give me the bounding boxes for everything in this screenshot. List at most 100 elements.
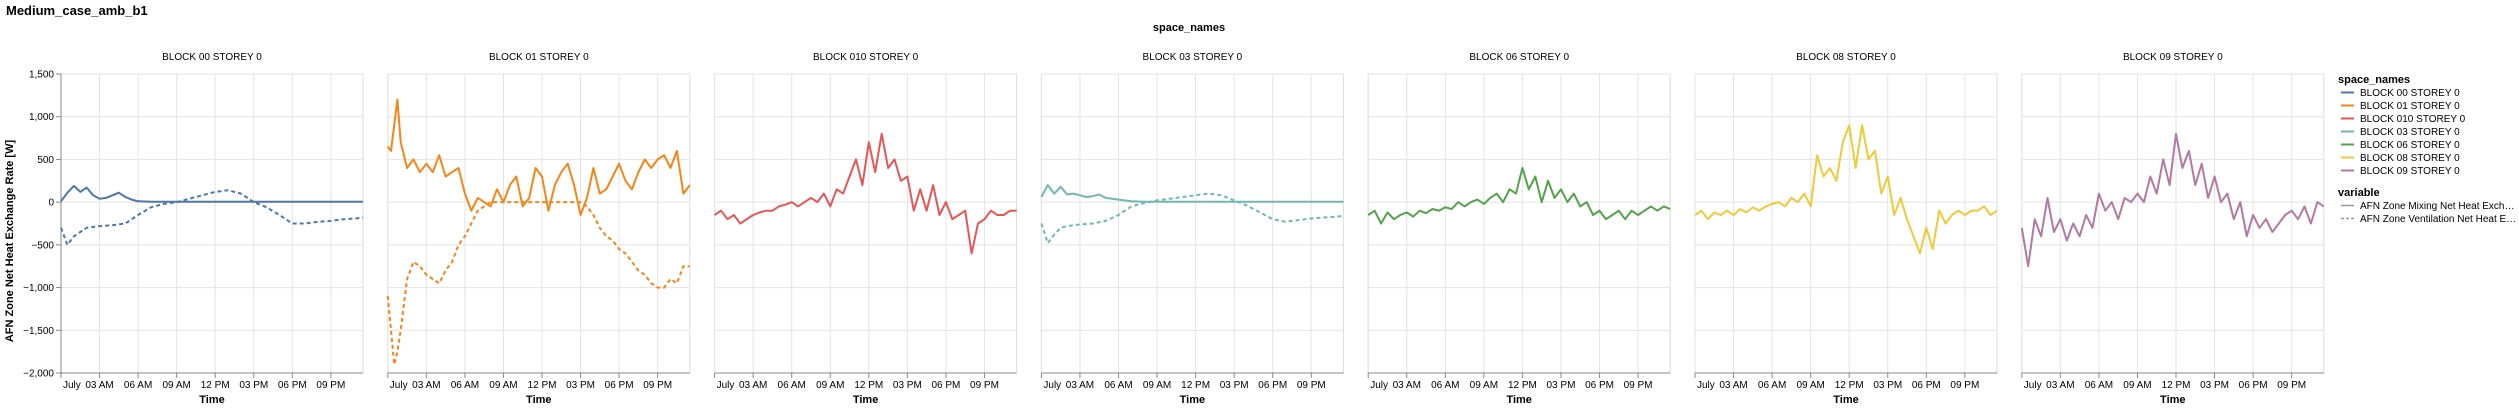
panel-title: BLOCK 09 STOREY 0 bbox=[2123, 52, 2223, 63]
legend: space_names BLOCK 00 STOREY 0 BLOCK 01 ST… bbox=[2338, 74, 2516, 225]
x-tick-label: 06 AM bbox=[1104, 380, 1132, 391]
x-axis-title: Time bbox=[1506, 394, 1531, 406]
x-tick-label: 09 PM bbox=[2277, 380, 2306, 391]
x-tick-label: 06 AM bbox=[778, 380, 806, 391]
panel-block-010-storey-0: July 03 AM 06 AM 09 AM 12 PM 03 PM 06 PM 09 PM T… bbox=[714, 52, 1018, 406]
panel-block-08-storey-0: July 03 AM 06 AM 09 AM 12 PM 03 PM 06 PM 09 PM T… bbox=[1694, 52, 1998, 406]
x-tick-label: 06 PM bbox=[1258, 380, 1287, 391]
facet-panels: July 03 AM 06 AM 09 AM 12 PM 03 PM 06 PM 09 PM T… bbox=[23, 52, 2325, 406]
panel-block-00-storey-0: July 03 AM 06 AM 09 AM 12 PM 03 PM 06 PM 09 PM T… bbox=[23, 52, 364, 406]
x-tick-label: July bbox=[2024, 380, 2042, 391]
legend-label: BLOCK 01 STOREY 0 bbox=[2360, 101, 2460, 112]
x-tick-label: 06 AM bbox=[1431, 380, 1459, 391]
x-tick-label: 06 PM bbox=[1585, 380, 1614, 391]
y-tick-label: −2,000 bbox=[23, 369, 54, 380]
x-tick-label: 03 PM bbox=[2200, 380, 2229, 391]
legend-label: BLOCK 08 STOREY 0 bbox=[2360, 153, 2460, 164]
panel-block-09-storey-0: July 03 AM 06 AM 09 AM 12 PM 03 PM 06 PM 09 PM T… bbox=[2020, 52, 2325, 406]
x-tick-label: 09 AM bbox=[2123, 380, 2151, 391]
x-tick-label: 06 AM bbox=[124, 380, 152, 391]
y-tick-label: 1,500 bbox=[29, 70, 54, 81]
x-tick-label: 03 PM bbox=[1873, 380, 1902, 391]
x-axis-title: Time bbox=[199, 394, 224, 406]
y-tick-label: −500 bbox=[31, 240, 54, 251]
panel-title: BLOCK 08 STOREY 0 bbox=[1796, 52, 1896, 63]
panel-frame bbox=[714, 73, 1018, 374]
x-tick-label: 09 AM bbox=[1143, 380, 1171, 391]
x-tick-label: 03 PM bbox=[566, 380, 595, 391]
x-tick-label: 03 PM bbox=[1547, 380, 1576, 391]
x-tick-label: 03 AM bbox=[1719, 380, 1747, 391]
x-tick-label: 03 PM bbox=[239, 380, 268, 391]
panel-frame bbox=[1367, 73, 1671, 374]
y-tick-label: 500 bbox=[37, 155, 54, 166]
series-line-mixing bbox=[2020, 132, 2325, 268]
legend-space-entries: BLOCK 00 STOREY 0 BLOCK 01 STOREY 0 BLOCK … bbox=[2341, 88, 2466, 177]
x-tick-label: 06 PM bbox=[605, 380, 634, 391]
series-line-mixing bbox=[386, 98, 691, 216]
x-axis-title: Time bbox=[526, 394, 551, 406]
legend-label: BLOCK 010 STOREY 0 bbox=[2360, 114, 2466, 125]
x-tick-label: 09 AM bbox=[1796, 380, 1824, 391]
x-tick-label: 06 AM bbox=[451, 380, 479, 391]
x-tick-label: July bbox=[717, 380, 735, 391]
x-tick-label: 12 PM bbox=[1181, 380, 1210, 391]
legend-label: BLOCK 00 STOREY 0 bbox=[2360, 88, 2460, 99]
x-tick-label: 06 PM bbox=[931, 380, 960, 391]
panel-frame bbox=[1040, 73, 1344, 374]
series-line-ventilation bbox=[60, 189, 364, 246]
x-tick-label: 09 AM bbox=[1470, 380, 1498, 391]
series-line-mixing bbox=[1694, 124, 1998, 255]
y-axis-title: AFN Zone Net Heat Exchange Rate [W] bbox=[4, 140, 16, 343]
panel-title: BLOCK 01 STOREY 0 bbox=[489, 52, 589, 63]
legend-variable-entries: AFN Zone Mixing Net Heat Exch… AFN Zone V… bbox=[2341, 201, 2516, 225]
series-line-mixing bbox=[714, 132, 1017, 255]
x-tick-label: 06 PM bbox=[1912, 380, 1941, 391]
series-line-ventilation bbox=[1040, 192, 1344, 245]
x-tick-label: 03 PM bbox=[1220, 380, 1249, 391]
y-tick-label: 1,000 bbox=[29, 112, 54, 123]
x-tick-label: 12 PM bbox=[2162, 380, 2191, 391]
panel-frame bbox=[60, 73, 364, 374]
legend-variable-title: variable bbox=[2338, 187, 2380, 199]
x-axis-title: Time bbox=[853, 394, 878, 406]
x-tick-label: 09 PM bbox=[643, 380, 672, 391]
x-tick-label: July bbox=[1043, 380, 1061, 391]
x-tick-label: 09 PM bbox=[1297, 380, 1326, 391]
x-tick-label: 12 PM bbox=[1835, 380, 1864, 391]
legend-label: BLOCK 09 STOREY 0 bbox=[2360, 166, 2460, 177]
legend-label: BLOCK 06 STOREY 0 bbox=[2360, 140, 2460, 151]
legend-label: AFN Zone Mixing Net Heat Exch… bbox=[2360, 201, 2515, 212]
panel-title: BLOCK 03 STOREY 0 bbox=[1143, 52, 1243, 63]
series-line-mixing bbox=[1040, 184, 1344, 203]
x-tick-label: July bbox=[1370, 380, 1388, 391]
panel-block-01-storey-0: July 03 AM 06 AM 09 AM 12 PM 03 PM 06 PM 09 PM T… bbox=[386, 52, 691, 406]
x-tick-label: 09 PM bbox=[1950, 380, 1979, 391]
x-tick-label: July bbox=[63, 380, 81, 391]
x-tick-label: July bbox=[1697, 380, 1715, 391]
panel-title: BLOCK 010 STOREY 0 bbox=[813, 52, 919, 63]
x-tick-label: 03 AM bbox=[1393, 380, 1421, 391]
x-tick-label: 12 PM bbox=[854, 380, 883, 391]
x-tick-label: 12 PM bbox=[528, 380, 557, 391]
x-axis-title: Time bbox=[1833, 394, 1858, 406]
x-tick-label: 03 AM bbox=[412, 380, 440, 391]
x-tick-label: 03 AM bbox=[85, 380, 113, 391]
x-tick-label: 12 PM bbox=[201, 380, 230, 391]
x-tick-label: 03 PM bbox=[893, 380, 922, 391]
x-tick-label: 09 AM bbox=[162, 380, 190, 391]
x-tick-label: July bbox=[390, 380, 408, 391]
x-axis-title: Time bbox=[2160, 394, 2185, 406]
x-tick-label: 06 PM bbox=[278, 380, 307, 391]
panel-block-03-storey-0: July 03 AM 06 AM 09 AM 12 PM 03 PM 06 PM 09 PM T… bbox=[1040, 52, 1344, 406]
series-line-mixing bbox=[1367, 167, 1671, 225]
x-tick-label: 03 AM bbox=[2046, 380, 2074, 391]
series-line-ventilation bbox=[386, 201, 690, 366]
x-tick-label: 09 AM bbox=[489, 380, 517, 391]
x-tick-label: 09 PM bbox=[1624, 380, 1653, 391]
y-tick-label: −1,500 bbox=[23, 326, 54, 337]
x-tick-label: 09 AM bbox=[816, 380, 844, 391]
x-tick-label: 03 AM bbox=[739, 380, 767, 391]
x-tick-label: 09 PM bbox=[316, 380, 345, 391]
